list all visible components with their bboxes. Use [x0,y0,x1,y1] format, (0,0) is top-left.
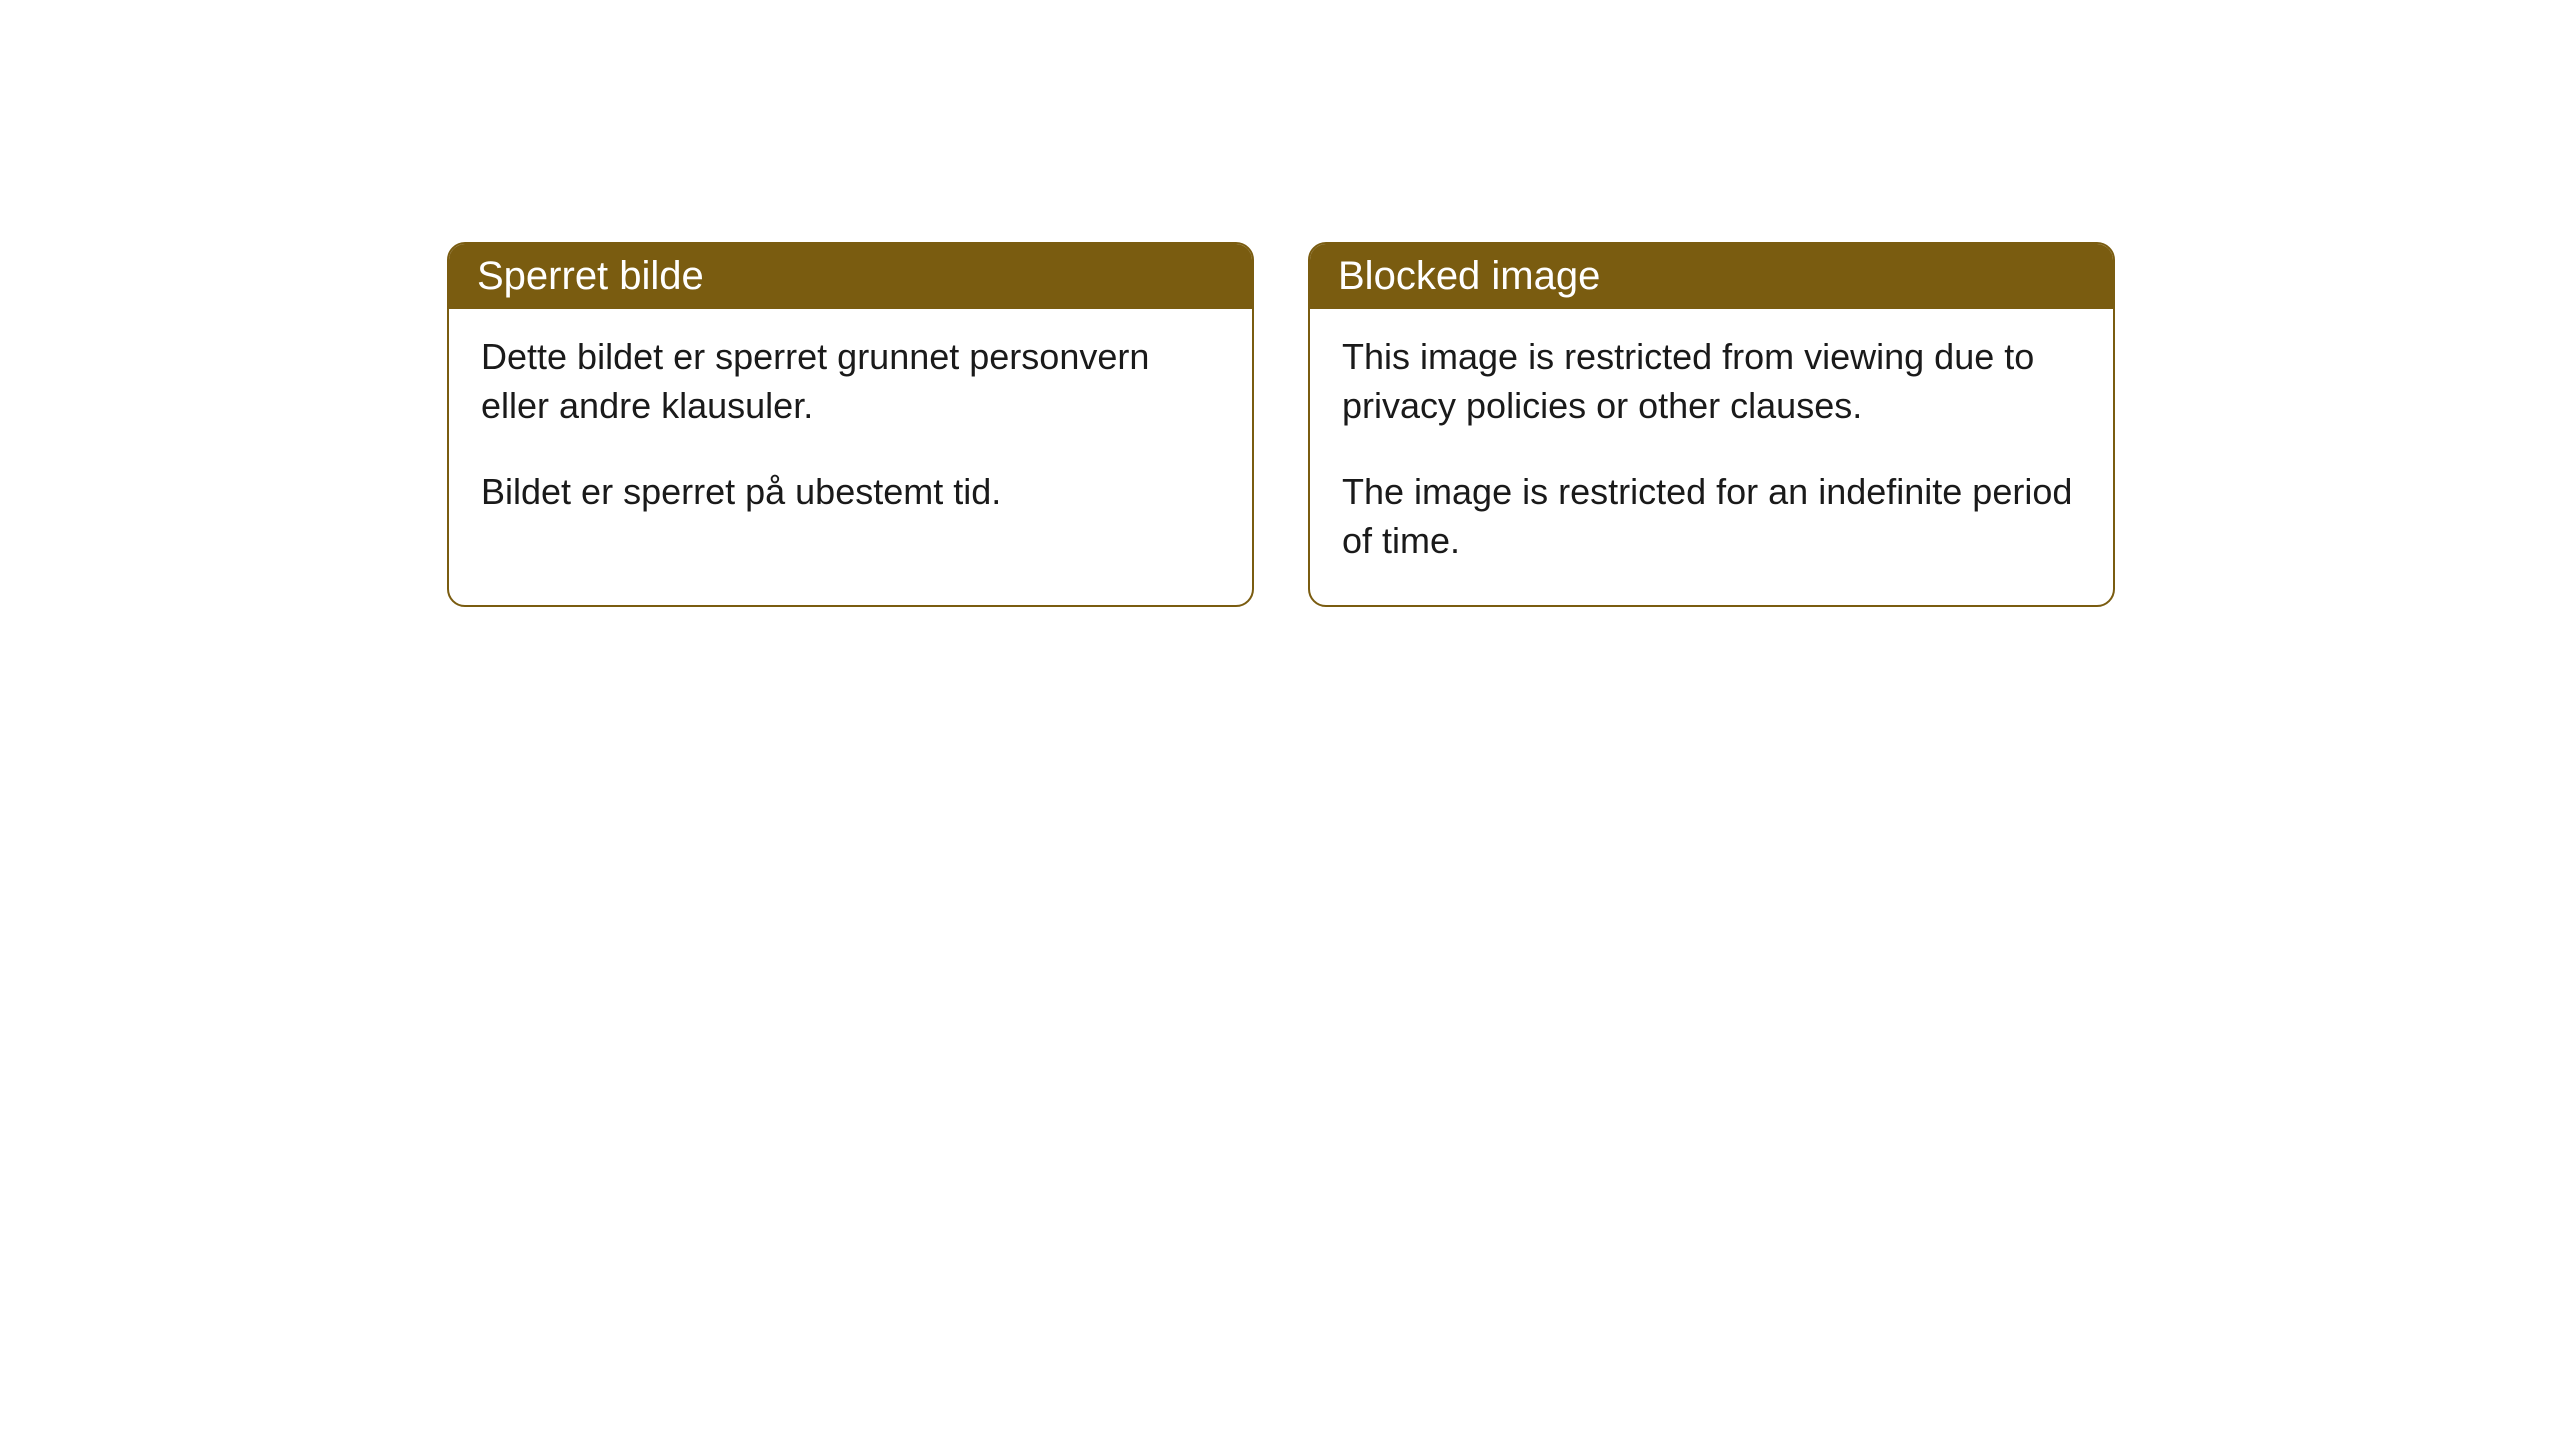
card-body: Dette bildet er sperret grunnet personve… [449,309,1252,557]
card-paragraph: Dette bildet er sperret grunnet personve… [481,333,1220,430]
notice-card-english: Blocked image This image is restricted f… [1308,242,2115,607]
card-header: Blocked image [1310,244,2113,309]
notice-cards-container: Sperret bilde Dette bildet er sperret gr… [0,0,2560,607]
card-paragraph: Bildet er sperret på ubestemt tid. [481,468,1220,517]
notice-card-norwegian: Sperret bilde Dette bildet er sperret gr… [447,242,1254,607]
card-paragraph: This image is restricted from viewing du… [1342,333,2081,430]
card-body: This image is restricted from viewing du… [1310,309,2113,605]
card-header: Sperret bilde [449,244,1252,309]
card-paragraph: The image is restricted for an indefinit… [1342,468,2081,565]
